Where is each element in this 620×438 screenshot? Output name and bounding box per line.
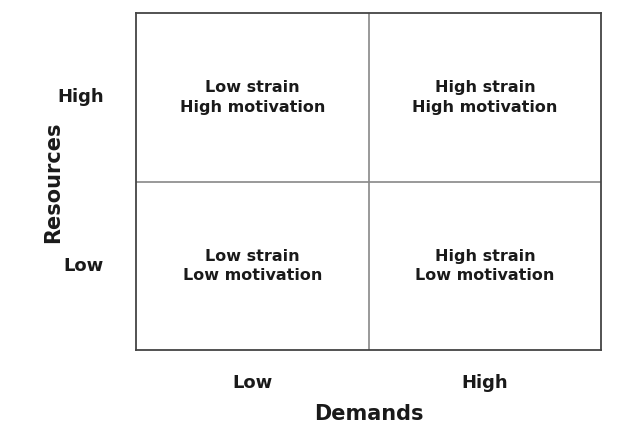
Text: Demands: Demands [314,404,423,424]
Text: Resources: Resources [43,121,63,243]
Text: Low: Low [232,374,273,392]
Text: High: High [57,88,104,106]
Text: High: High [462,374,508,392]
Text: High strain
Low motivation: High strain Low motivation [415,249,555,283]
Text: Low strain
Low motivation: Low strain Low motivation [183,249,322,283]
Text: Low strain
High motivation: Low strain High motivation [180,80,326,115]
Text: Low: Low [64,257,104,275]
Text: High strain
High motivation: High strain High motivation [412,80,558,115]
